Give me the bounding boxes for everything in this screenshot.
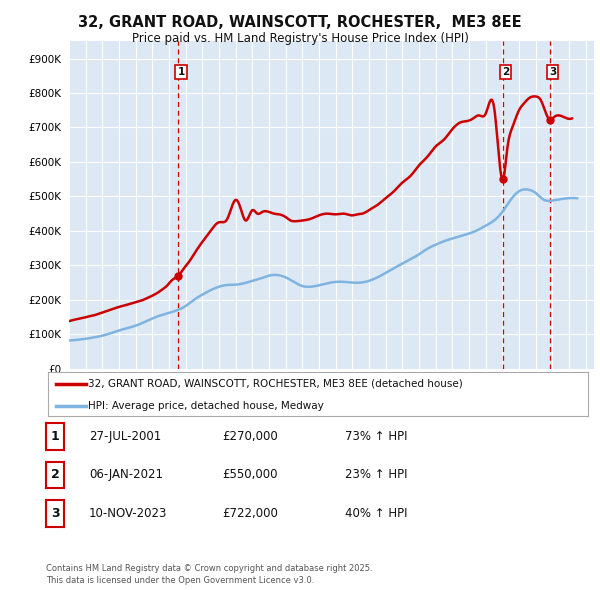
Text: 2: 2 [51,468,59,481]
Text: 32, GRANT ROAD, WAINSCOTT, ROCHESTER,  ME3 8EE: 32, GRANT ROAD, WAINSCOTT, ROCHESTER, ME… [78,15,522,30]
Text: 06-JAN-2021: 06-JAN-2021 [89,468,163,481]
Text: 10-NOV-2023: 10-NOV-2023 [89,507,167,520]
Text: 1: 1 [51,430,59,443]
Text: 73% ↑ HPI: 73% ↑ HPI [345,430,407,443]
Text: 40% ↑ HPI: 40% ↑ HPI [345,507,407,520]
Text: 1: 1 [178,67,185,77]
Text: £722,000: £722,000 [222,507,278,520]
Text: 23% ↑ HPI: 23% ↑ HPI [345,468,407,481]
Text: £550,000: £550,000 [222,468,277,481]
Text: 3: 3 [549,67,556,77]
Text: 27-JUL-2001: 27-JUL-2001 [89,430,161,443]
Text: Price paid vs. HM Land Registry's House Price Index (HPI): Price paid vs. HM Land Registry's House … [131,32,469,45]
Text: HPI: Average price, detached house, Medway: HPI: Average price, detached house, Medw… [89,401,324,411]
Text: Contains HM Land Registry data © Crown copyright and database right 2025.
This d: Contains HM Land Registry data © Crown c… [46,564,373,585]
Text: 2: 2 [502,67,509,77]
Text: £270,000: £270,000 [222,430,278,443]
Text: 32, GRANT ROAD, WAINSCOTT, ROCHESTER, ME3 8EE (detached house): 32, GRANT ROAD, WAINSCOTT, ROCHESTER, ME… [89,379,463,389]
Text: 3: 3 [51,507,59,520]
